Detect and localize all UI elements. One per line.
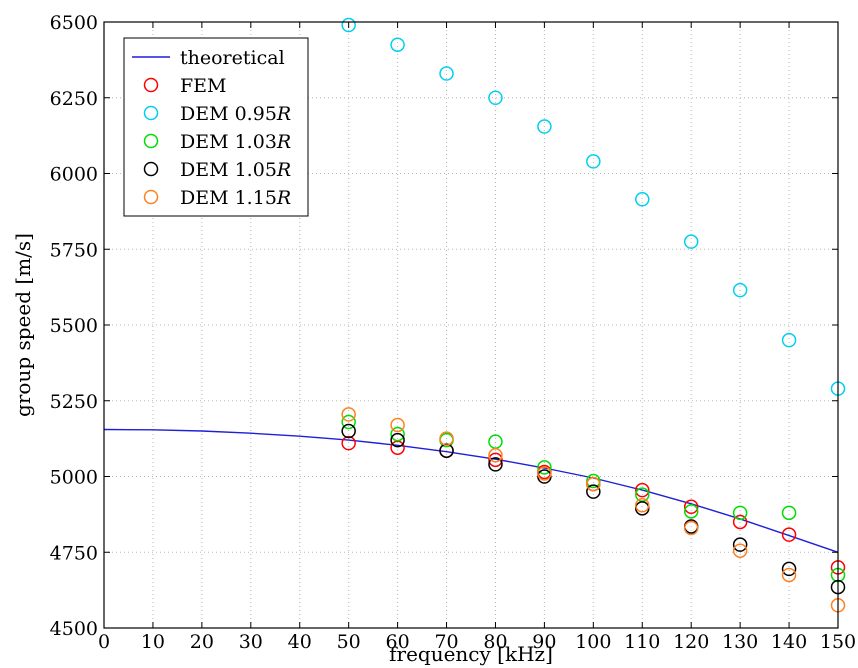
data-point-fem (732, 514, 748, 530)
data-point-dem-1-15r (586, 476, 601, 492)
legend: theoretical FEM DEM 0.95R DEM 1.03R DEM 1.05… (123, 37, 309, 217)
data-point-dem-0-95r (390, 37, 405, 52)
y-tick-label: 6000 (50, 164, 98, 186)
data-point-dem-1-15r (683, 520, 699, 536)
y-tick-label: 5000 (50, 467, 98, 489)
legend-label-theoretical: theoretical (180, 47, 285, 69)
legend-swatch-dem-0-95r (143, 105, 159, 121)
data-point-dem-1-15r (635, 498, 650, 513)
x-tick-label: 0 (98, 631, 110, 653)
data-point-dem-1-03r (732, 505, 748, 521)
legend-swatch-dem-1-03r (143, 133, 159, 149)
data-point-fem (488, 452, 503, 468)
x-tick-label: 40 (288, 631, 312, 653)
x-tick-label: 140 (771, 631, 807, 653)
x-tick-label: 150 (820, 631, 856, 653)
data-point-dem-0-95r (683, 234, 699, 249)
data-point-dem-1-05r (586, 484, 601, 499)
y-tick-label: 5250 (50, 391, 98, 413)
plot-area (103, 17, 846, 613)
y-tick-label: 4750 (50, 542, 98, 564)
x-tick-label: 70 (434, 631, 458, 653)
data-point-dem-1-03r (781, 505, 797, 521)
x-tick-label: 10 (141, 631, 165, 653)
data-point-fem (341, 435, 356, 451)
data-point-dem-1-05r (732, 537, 748, 552)
data-point-dem-1-15r (488, 448, 503, 463)
legend-swatch-fem (143, 77, 159, 93)
data-point-fem (781, 527, 797, 542)
data-point-dem-1-05r (781, 561, 797, 577)
x-tick-label: 90 (532, 631, 556, 653)
axis-ticks: 0 10 20 30 40 50 60 70 80 90 100 110 120 130 140 150 450… (50, 12, 856, 653)
data-point-dem-1-15r (781, 567, 797, 583)
legend-label-dem-0-95r: DEM 0.95R (180, 103, 291, 125)
data-point-dem-0-95r (781, 332, 797, 348)
data-point-dem-0-95r (635, 192, 650, 207)
data-point-dem-1-15r (537, 466, 552, 481)
data-point-dem-0-95r (732, 282, 748, 298)
data-point-dem-1-05r (439, 443, 454, 458)
x-tick-label: 130 (722, 631, 758, 653)
data-point-dem-0-95r (488, 90, 503, 105)
x-axis-label: frequency [kHz] (389, 642, 553, 666)
legend-swatch-dem-1-05r (143, 161, 159, 177)
y-tick-label: 6250 (50, 88, 98, 110)
x-tick-label: 120 (673, 631, 709, 653)
data-point-dem-1-03r (341, 414, 356, 430)
data-point-dem-0-95r (439, 66, 454, 81)
data-point-dem-1-05r (341, 423, 356, 439)
data-point-dem-0-95r (586, 154, 601, 169)
legend-label-dem-1-03r: DEM 1.03R (180, 131, 291, 153)
data-point-dem-1-15r (439, 431, 454, 446)
y-tick-label: 4500 (50, 618, 98, 640)
x-tick-label: 60 (386, 631, 410, 653)
y-tick-label: 5500 (50, 315, 98, 337)
x-tick-label: 50 (337, 631, 361, 653)
data-point-dem-1-03r (683, 504, 699, 519)
data-point-dem-0-95r (341, 17, 356, 33)
data-point-dem-1-03r (537, 460, 552, 475)
data-point-dem-1-05r (390, 432, 405, 448)
data-point-fem (635, 482, 650, 498)
data-point-dem-1-03r (390, 426, 405, 442)
data-point-dem-1-15r (732, 543, 748, 558)
y-tick-label: 6500 (50, 12, 98, 34)
data-point-fem (683, 499, 699, 515)
legend-swatch-dem-1-15r (143, 189, 159, 205)
legend-label-fem: FEM (180, 75, 227, 97)
y-axis-label: group speed [m/s] (11, 233, 35, 417)
x-tick-label: 20 (190, 631, 214, 653)
data-point-dem-0-95r (537, 119, 552, 134)
series-line-theoretical (103, 428, 839, 553)
x-tick-label: 30 (239, 631, 263, 653)
legend-label-dem-1-15r: DEM 1.15R (180, 187, 291, 209)
y-tick-label: 5750 (50, 239, 98, 261)
x-tick-label: 80 (483, 631, 507, 653)
legend-label-dem-1-05r: DEM 1.05R (180, 159, 291, 181)
x-tick-label: 110 (624, 631, 660, 653)
x-tick-label: 100 (575, 631, 611, 653)
legend-box (123, 37, 309, 217)
data-point-dem-1-15r (341, 407, 356, 422)
data-point-dem-1-05r (488, 457, 503, 472)
data-point-dem-1-15r (390, 417, 405, 433)
